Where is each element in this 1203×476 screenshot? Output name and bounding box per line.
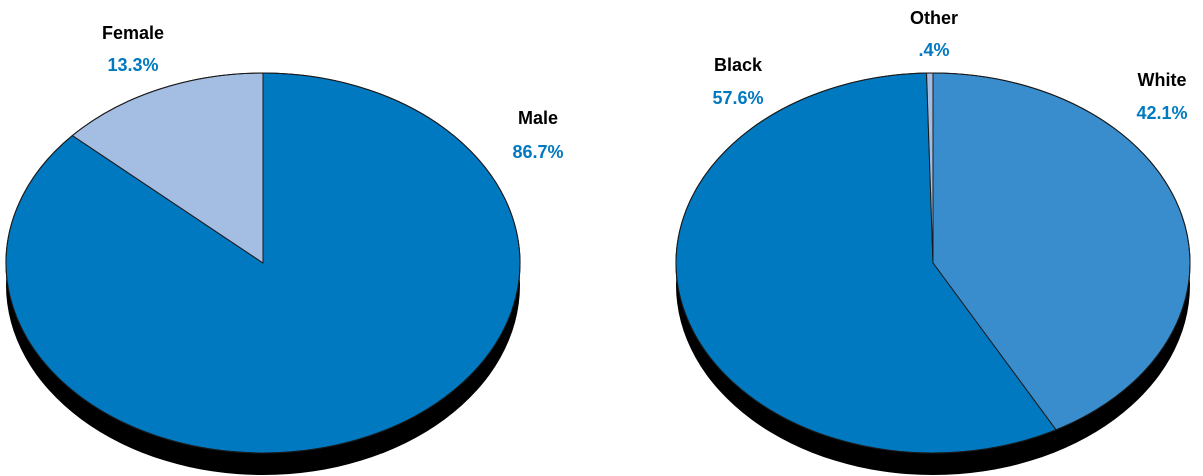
pie-chart-gender: Male 86.7% Female 13.3% — [5, 23, 564, 475]
slice-value-male: 86.7% — [512, 142, 563, 162]
slice-label-white: White — [1138, 70, 1187, 90]
pie-chart-race: White 42.1% Black 57.6% Other .4% — [675, 8, 1191, 475]
slice-label-black: Black — [714, 55, 763, 75]
pie-outline — [5, 72, 521, 454]
pie-outline — [675, 72, 1191, 454]
slice-value-black: 57.6% — [712, 88, 763, 108]
slice-label-other: Other — [910, 8, 958, 28]
slice-value-other: .4% — [918, 40, 949, 60]
slice-label-female: Female — [102, 23, 164, 43]
slice-value-female: 13.3% — [107, 55, 158, 75]
slice-value-white: 42.1% — [1136, 103, 1187, 123]
slice-label-male: Male — [518, 108, 558, 128]
